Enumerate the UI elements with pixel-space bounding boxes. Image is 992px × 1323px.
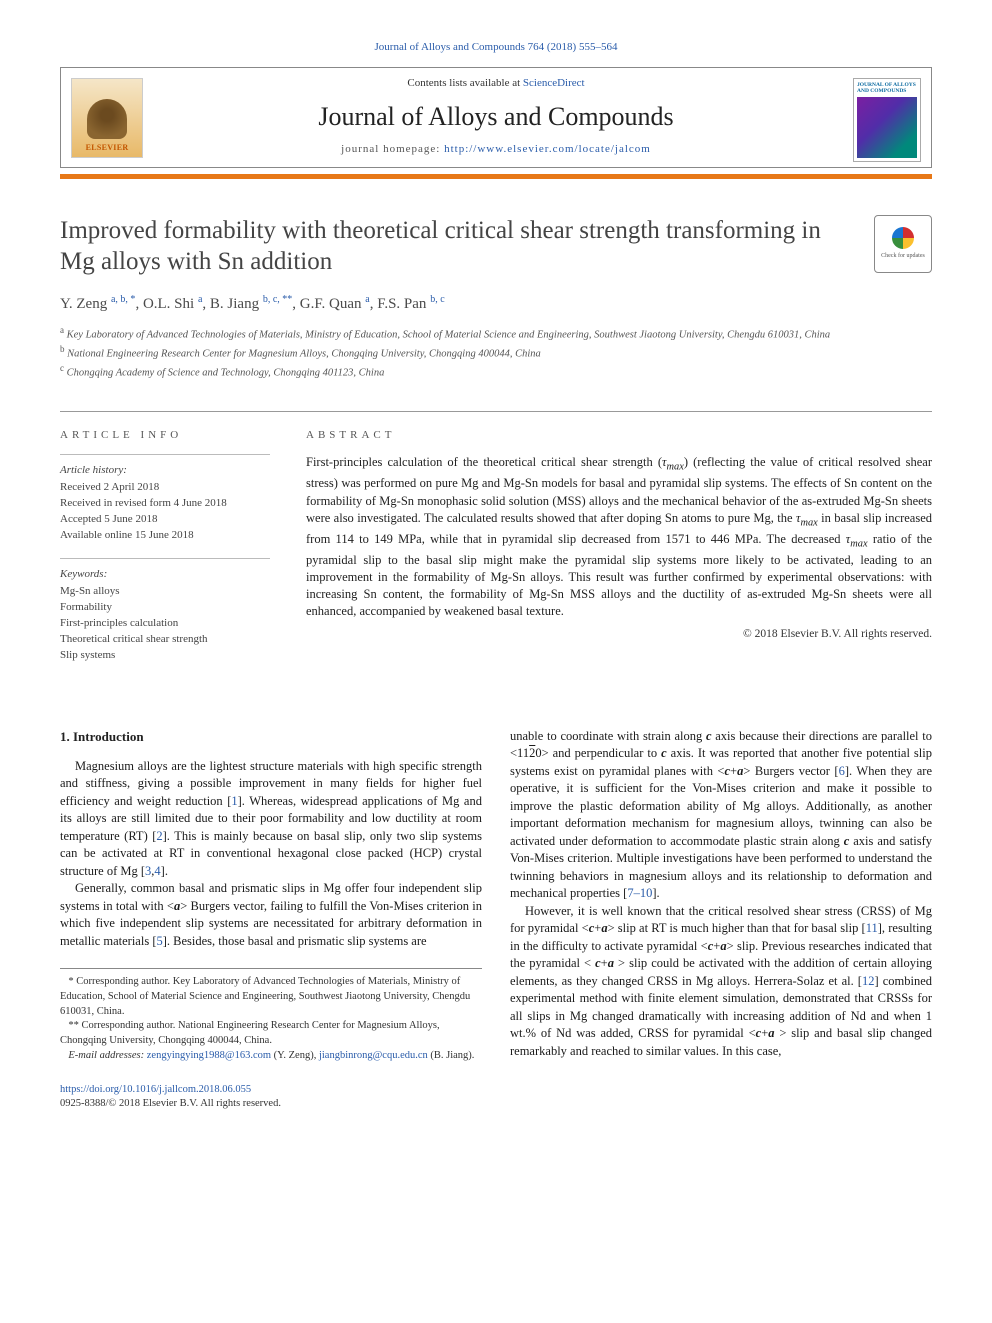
abstract-heading: abstract (306, 428, 932, 443)
affiliation-b: b National Engineering Research Center f… (60, 343, 932, 362)
email-who-1: (Y. Zeng), (274, 1050, 317, 1061)
journal-header: ELSEVIER JOURNAL OF ALLOYS AND COMPOUNDS… (60, 67, 932, 168)
intro-heading: 1. Introduction (60, 728, 482, 746)
keyword-2: Formability (60, 600, 270, 616)
history-label: Article history: (60, 454, 270, 478)
tree-icon (87, 99, 127, 139)
check-updates-badge[interactable]: Check for updates (874, 215, 932, 273)
footnote-corresponding-1: * Corresponding author. Key Laboratory o… (60, 975, 482, 1019)
history-online: Available online 15 June 2018 (60, 528, 270, 544)
accent-bar (60, 174, 932, 179)
journal-homepage-link[interactable]: http://www.elsevier.com/locate/jalcom (444, 143, 651, 155)
footnote-emails: E-mail addresses: zengyingying1988@163.c… (60, 1049, 482, 1064)
abstract: abstract First-principles calculation of… (306, 428, 932, 678)
footnotes: * Corresponding author. Key Laboratory o… (60, 968, 482, 1063)
email-link-2[interactable]: jiangbinrong@cqu.edu.cn (319, 1050, 428, 1061)
authors-line: Y. Zeng a, b, *, O.L. Shi a, B. Jiang b,… (60, 293, 932, 314)
issn-copyright-line: 0925-8388/© 2018 Elsevier B.V. All right… (60, 1097, 932, 1111)
citation-line: Journal of Alloys and Compounds 764 (201… (60, 40, 932, 55)
history-accepted: Accepted 5 June 2018 (60, 512, 270, 528)
contents-prefix: Contents lists available at (407, 77, 522, 89)
elsevier-logo: ELSEVIER (71, 78, 143, 158)
keywords-label: Keywords: (60, 558, 270, 582)
doi-link[interactable]: https://doi.org/10.1016/j.jallcom.2018.0… (60, 1084, 251, 1095)
intro-p2: Generally, common basal and prismatic sl… (60, 880, 482, 950)
intro-p1: Magnesium alloys are the lightest struct… (60, 758, 482, 881)
intro-p3: unable to coordinate with strain along c… (510, 728, 932, 903)
journal-name: Journal of Alloys and Compounds (61, 95, 931, 142)
history-received: Received 2 April 2018 (60, 480, 270, 496)
footnote-corresponding-2: ** Corresponding author. National Engine… (60, 1019, 482, 1048)
affiliation-c: c Chongqing Academy of Science and Techn… (60, 362, 932, 381)
cover-art (857, 97, 917, 158)
keyword-5: Slip systems (60, 648, 270, 664)
affiliations: a Key Laboratory of Advanced Technologie… (60, 324, 932, 380)
abstract-copyright: © 2018 Elsevier B.V. All rights reserved… (306, 627, 932, 643)
journal-cover-thumbnail: JOURNAL OF ALLOYS AND COMPOUNDS (853, 78, 921, 162)
keyword-1: Mg-Sn alloys (60, 584, 270, 600)
keyword-3: First-principles calculation (60, 616, 270, 632)
homepage-label: journal homepage: (341, 143, 444, 155)
page-footer: https://doi.org/10.1016/j.jallcom.2018.0… (60, 1083, 932, 1111)
contents-available-line: Contents lists available at ScienceDirec… (61, 68, 931, 95)
article-info: article info Article history: Received 2… (60, 428, 270, 678)
emails-label: E-mail addresses: (68, 1050, 144, 1061)
keyword-4: Theoretical critical shear strength (60, 632, 270, 648)
intro-p4: However, it is well known that the criti… (510, 903, 932, 1061)
check-updates-label: Check for updates (881, 252, 925, 260)
journal-homepage-line: journal homepage: http://www.elsevier.co… (61, 142, 931, 167)
cover-thumb-title: JOURNAL OF ALLOYS AND COMPOUNDS (857, 82, 917, 94)
article-title: Improved formability with theoretical cr… (60, 215, 854, 278)
history-revised: Received in revised form 4 June 2018 (60, 496, 270, 512)
sciencedirect-link[interactable]: ScienceDirect (523, 77, 585, 89)
email-link-1[interactable]: zengyingying1988@163.com (147, 1050, 271, 1061)
crossmark-icon (892, 227, 914, 249)
publisher-name: ELSEVIER (86, 143, 129, 154)
article-info-heading: article info (60, 428, 270, 443)
abstract-body: First-principles calculation of the theo… (306, 454, 932, 620)
email-who-2: (B. Jiang). (430, 1050, 474, 1061)
body-columns: 1. Introduction Magnesium alloys are the… (60, 728, 932, 1064)
affiliation-a: a Key Laboratory of Advanced Technologie… (60, 324, 932, 343)
